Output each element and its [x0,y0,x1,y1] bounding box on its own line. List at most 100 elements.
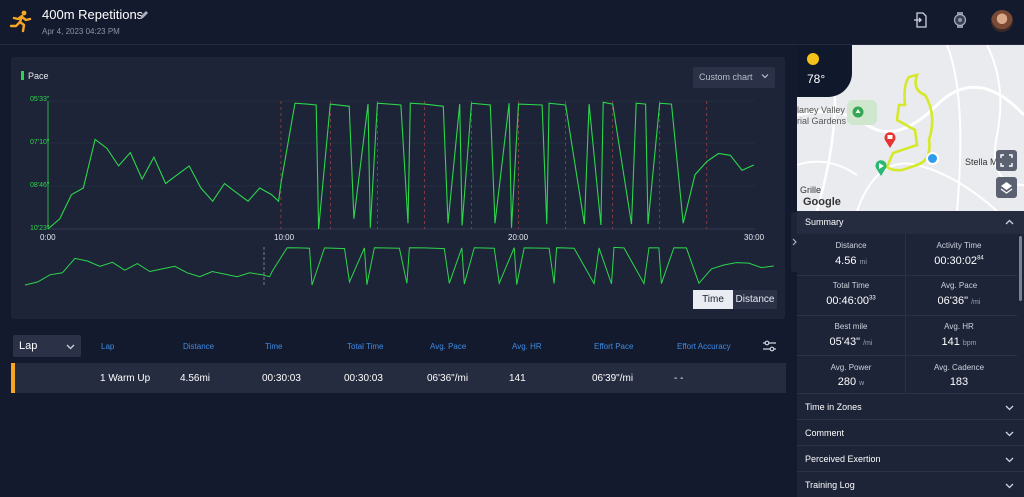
lap-select-label: Lap [19,340,38,352]
lap-cell-effort-accuracy: - - [674,373,684,384]
export-icon[interactable] [912,11,930,29]
total-time-fraction: 33 [869,295,876,302]
distance-label: Distance [835,241,867,250]
avg-pace-number: 06'36" [937,295,969,307]
distance-number: 4.56 [835,255,857,267]
lap-cell-total-time: 00:30:03 [344,373,383,384]
activity-date: Apr 4, 2023 04:23 PM [42,27,120,36]
map-label: rial Gardens [797,116,847,126]
lap-header-avg-hr[interactable]: Avg. HR [512,342,542,351]
map-layers-button[interactable] [996,177,1017,198]
sun-icon [807,53,819,65]
map-label: Stella M [965,157,998,167]
section-label: Time in Zones [805,402,862,412]
lap-cell-effort-pace: 06'39"/mi [592,373,634,384]
lap-type-select[interactable]: Lap [13,335,81,357]
summary-divider [797,355,1017,356]
lap-header-distance[interactable]: Distance [183,342,215,351]
lap-header-effort-accuracy[interactable]: Effort Accuracy [677,342,731,351]
avg-pace-unit: /mi [971,299,981,306]
lap-cell-avg-pace: 06'36"/mi [427,373,469,384]
avg-cadence-value: 183 [949,376,969,388]
lap-header-total-time[interactable]: Total Time [347,342,384,351]
x-tick-label: 20:00 [508,233,529,242]
avg-power-value: 280 w [797,376,905,388]
pace-legend: Pace [21,71,49,81]
lap-color-marker [11,363,15,393]
pace-legend-swatch [21,71,24,80]
total-time-value: 00:46:0033 [797,295,905,307]
activity-title: 400m Repetitions [42,7,144,22]
y-tick-label: 10'23" [30,225,50,232]
lap-header-time[interactable]: Time [265,342,283,351]
chevron-down-icon [1005,405,1014,411]
activity-time-value: 00:30:0284 [905,255,1013,267]
avg-pace-value: 06'36" /mi [905,295,1013,307]
end-marker-icon [926,152,939,165]
lap-header-lap[interactable]: Lap [101,342,115,351]
summary-scrollbar[interactable] [1019,236,1022,301]
section-label: Training Log [805,480,855,490]
weather-badge: 78° [797,45,852,97]
avg-hr-value: 141 bpm [905,336,1013,348]
section-comment[interactable]: Comment [797,419,1024,445]
edit-icon[interactable] [139,10,149,20]
layers-icon [1000,182,1013,194]
fullscreen-button[interactable] [996,150,1017,171]
watch-icon[interactable] [951,11,969,29]
chart-panel: Pace Custom chart 05'33" 07'10" 08'46" 1… [11,57,785,319]
lap-markers [280,101,708,229]
best-mile-label: Best mile [834,322,868,331]
time-toggle-button[interactable]: Time [693,290,733,309]
running-icon [9,10,32,33]
pace-legend-label: Pace [28,71,49,81]
avg-hr-unit: bpm [962,340,977,347]
chevron-up-icon [1005,219,1014,225]
best-mile-unit: /mi [863,340,873,347]
pace-chart[interactable]: 05'33" 07'10" 08'46" 10'23" 0:00 10:00 2… [11,57,785,319]
route-map[interactable]: 78° laney Valley rial Gardens Stella M G… [797,45,1024,211]
summary-header[interactable]: Summary [797,211,1024,234]
lap-cell-distance: 4.56mi [180,373,211,384]
lap-header-avg-pace[interactable]: Avg. Pace [430,342,467,351]
user-avatar[interactable] [991,10,1013,32]
chevron-down-icon [1005,457,1014,463]
best-mile-number: 05'43" [829,336,861,348]
lap-header-effort-pace[interactable]: Effort Pace [594,342,634,351]
table-row[interactable] [11,363,786,393]
x-tick-label: 0:00 [40,233,56,242]
chevron-right-icon [792,238,797,246]
top-bar: 400m Repetitions Apr 4, 2023 04:23 PM [0,0,1024,45]
section-perceived-exertion[interactable]: Perceived Exertion [797,445,1024,471]
avg-power-label: Avg. Power [830,363,872,372]
total-time-number: 00:46:00 [826,295,870,307]
chevron-down-icon [761,74,769,79]
section-time-in-zones[interactable]: Time in Zones [797,393,1024,419]
avg-power-unit: w [859,380,865,387]
custom-chart-dropdown[interactable]: Custom chart [693,67,775,88]
fullscreen-icon [1000,154,1013,167]
activity-time-label: Activity Time [936,241,982,250]
column-settings-icon[interactable] [762,339,777,353]
section-training-log[interactable]: Training Log [797,471,1024,497]
x-tick-label: 30:00 [744,233,765,242]
distance-unit: mi [859,259,867,266]
x-tick-label: 10:00 [274,233,295,242]
avg-power-number: 280 [837,376,857,388]
distance-value: 4.56 mi [797,255,905,267]
panel-collapse-tab[interactable] [791,212,798,272]
section-label: Comment [805,428,845,438]
pace-series-line [47,101,755,230]
lap-marker-icon [884,132,896,148]
map-label: Grille [800,185,822,195]
lap-cell-lap: 1 Warm Up [100,373,151,384]
avg-cadence-label: Avg. Cadence [933,363,985,372]
y-tick-label: 08'46" [30,182,50,189]
avg-hr-number: 141 [941,336,960,348]
activity-time-fraction: 84 [977,255,984,262]
lap-cell-avg-hr: 141 [509,373,526,384]
distance-toggle-button[interactable]: Distance [733,290,777,309]
y-tick-label: 07'10" [30,139,50,146]
route-path [885,73,934,172]
summary-divider [797,275,1017,276]
